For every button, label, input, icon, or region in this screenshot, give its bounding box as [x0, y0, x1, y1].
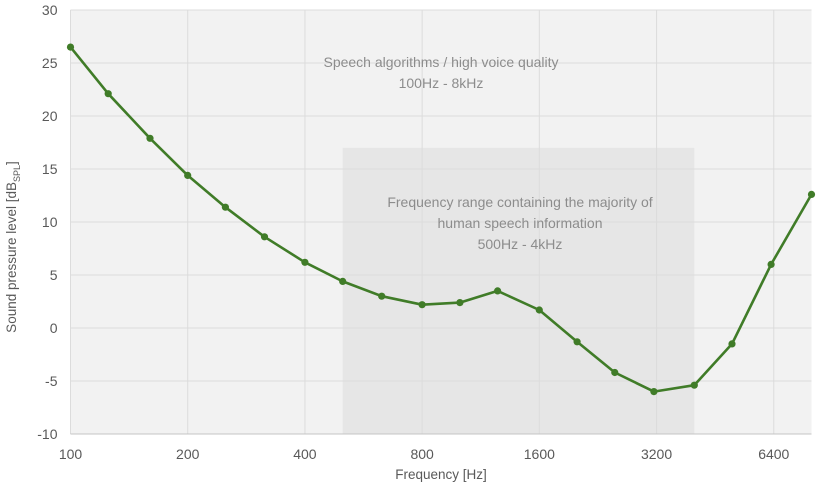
x-tick-label: 3200	[641, 446, 672, 462]
annotation-speech-algorithms-line2: 100Hz - 8kHz	[398, 75, 484, 91]
x-tick-label: 100	[59, 446, 83, 462]
data-point	[728, 340, 736, 348]
data-point	[146, 134, 154, 142]
y-tick-label: 20	[42, 108, 58, 124]
annotation-speech-algorithms: Speech algorithms / high voice quality 1…	[323, 52, 558, 94]
data-point	[611, 368, 619, 377]
x-tick-label: 1600	[524, 446, 555, 462]
y-tick-label: 15	[42, 161, 58, 177]
y-axis-title-bracket: ]	[4, 161, 20, 165]
y-tick-label: 0	[50, 320, 58, 336]
y-tick-label: -10	[37, 426, 57, 442]
speech-range-highlight	[342, 147, 695, 435]
data-point	[807, 190, 816, 198]
annotation-speech-range-line2: human speech information	[437, 215, 603, 231]
y-axis-title-text: Sound pressure level [dB	[4, 181, 20, 333]
data-point	[494, 287, 502, 295]
data-point	[418, 301, 426, 309]
x-axis-title: Frequency [Hz]	[395, 467, 487, 482]
x-tick-label: 800	[410, 446, 434, 462]
annotation-speech-range-line1: Frequency range containing the majority …	[387, 194, 653, 210]
data-point	[221, 203, 229, 211]
x-tick-label: 6400	[758, 446, 789, 462]
threshold-curve-line	[69, 45, 813, 393]
data-point	[650, 388, 658, 396]
data-point	[260, 233, 269, 241]
data-point	[535, 306, 543, 314]
data-point	[104, 90, 112, 98]
data-point	[690, 381, 698, 389]
data-point	[456, 299, 464, 307]
data-point	[767, 260, 775, 268]
annotation-speech-range: Frequency range containing the majority …	[387, 192, 652, 255]
y-axis-title-subscript: SPL	[11, 164, 22, 182]
data-point	[66, 43, 75, 51]
data-point	[378, 292, 386, 300]
annotation-speech-algorithms-line1: Speech algorithms / high voice quality	[323, 54, 559, 70]
data-point	[184, 171, 192, 179]
y-tick-label: 10	[42, 214, 58, 230]
y-tick-label: 25	[42, 55, 58, 71]
x-tick-label: 200	[176, 446, 200, 462]
data-point	[301, 258, 309, 266]
data-point	[339, 277, 347, 285]
x-tick-label: 400	[293, 446, 317, 462]
y-axis-title: Sound pressure level [dBSPL]	[4, 161, 22, 333]
annotation-speech-range-line3: 500Hz - 4kHz	[477, 236, 563, 252]
y-tick-label: 30	[42, 2, 58, 18]
y-tick-label: -5	[45, 373, 58, 389]
y-tick-label: 5	[50, 267, 58, 283]
data-point	[573, 338, 581, 346]
